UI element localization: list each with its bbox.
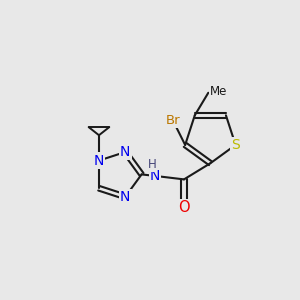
Text: N: N: [120, 145, 130, 159]
Text: H: H: [148, 158, 157, 171]
Text: Me: Me: [210, 85, 227, 98]
Text: N: N: [94, 154, 104, 168]
Text: Br: Br: [165, 114, 180, 127]
Text: N: N: [150, 169, 160, 183]
Text: N: N: [120, 190, 130, 204]
Text: O: O: [178, 200, 190, 215]
Text: S: S: [231, 138, 240, 152]
